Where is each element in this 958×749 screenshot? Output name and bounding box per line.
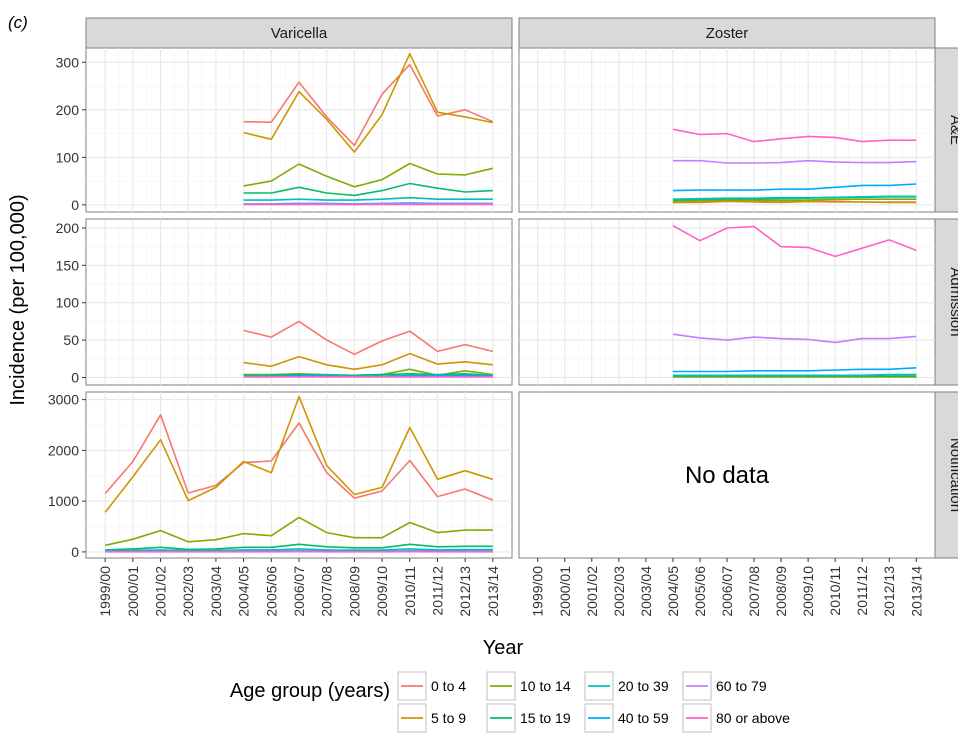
legend-label: 15 to 19 xyxy=(520,710,571,726)
x-tick-label: 2007/08 xyxy=(746,566,762,617)
x-tick-label: 2009/10 xyxy=(800,566,816,617)
x-tick-label: 2010/11 xyxy=(827,566,843,616)
legend-label: 20 to 39 xyxy=(618,678,669,694)
panel-a-e-zoster xyxy=(519,48,935,212)
no-data-label: No data xyxy=(685,462,770,489)
legend-label: 5 to 9 xyxy=(431,710,466,726)
y-tick-label: 300 xyxy=(56,54,80,70)
x-tick-label: 2001/02 xyxy=(153,566,169,617)
legend-label: 0 to 4 xyxy=(431,678,466,694)
legend-title: Age group (years) xyxy=(230,680,390,702)
legend-item-15-to-19: 15 to 19 xyxy=(487,704,571,732)
x-tick-label: 2012/13 xyxy=(881,566,897,617)
x-tick-label: 2011/12 xyxy=(429,566,445,616)
panel-admission-zoster xyxy=(519,219,935,385)
y-tick-label: 0 xyxy=(71,197,79,213)
x-tick-label: 2000/01 xyxy=(557,566,573,617)
x-tick-label: 2006/07 xyxy=(291,566,307,617)
x-tick-label: 2007/08 xyxy=(319,566,335,617)
legend: 0 to 4 5 to 9 10 to 14 15 to 19 20 to 39 40 t… xyxy=(398,672,790,732)
panel-tag: (c) xyxy=(8,13,28,32)
panel-admission-varicella xyxy=(86,219,512,385)
x-tick-label: 2002/03 xyxy=(611,566,627,617)
x-tick-label: 1999/00 xyxy=(97,566,113,617)
x-tick-label: 2013/14 xyxy=(908,566,924,617)
strip-label-admission: Admission xyxy=(947,267,958,336)
column-strips: Varicella Zoster xyxy=(86,18,935,48)
legend-label: 10 to 14 xyxy=(520,678,571,694)
x-tick-label: 2003/04 xyxy=(638,566,654,617)
legend-item-60-to-79: 60 to 79 xyxy=(683,672,767,700)
x-tick-label: 2004/05 xyxy=(665,566,681,617)
y-tick-label: 200 xyxy=(56,102,80,118)
strip-label-zoster: Zoster xyxy=(706,25,749,42)
legend-item-5-to-9: 5 to 9 xyxy=(398,704,466,732)
x-tick-label: 2003/04 xyxy=(208,566,224,617)
x-tick-label: 2008/09 xyxy=(773,566,789,617)
x-tick-label: 2008/09 xyxy=(346,566,362,617)
x-axis-title: Year xyxy=(483,637,524,659)
legend-label: 60 to 79 xyxy=(716,678,767,694)
legend-item-0-to-4: 0 to 4 xyxy=(398,672,466,700)
y-tick-label: 50 xyxy=(63,332,79,348)
strip-label-varicella: Varicella xyxy=(271,25,328,42)
x-tick-label: 2005/06 xyxy=(692,566,708,617)
x-tick-label: 2001/02 xyxy=(584,566,600,617)
x-tick-label: 2004/05 xyxy=(236,566,252,617)
y-axis-title: Incidence (per 100,000) xyxy=(7,194,29,405)
y-tick-label: 0 xyxy=(71,370,79,386)
strip-label-a-e: A&E xyxy=(947,115,958,145)
x-axes: 1999/00 2000/01 2001/02 2002/03 2003/04 2004/… xyxy=(97,558,924,617)
y-tick-label: 100 xyxy=(56,149,80,165)
x-tick-label: 2012/13 xyxy=(457,566,473,617)
y-tick-label: 100 xyxy=(56,295,80,311)
legend-label: 40 to 59 xyxy=(618,710,669,726)
y-tick-label: 0 xyxy=(71,544,79,560)
x-tick-label: 2010/11 xyxy=(402,566,418,616)
panel-a-e-varicella xyxy=(86,48,512,212)
x-tick-label: 2005/06 xyxy=(263,566,279,617)
legend-item-20-to-39: 20 to 39 xyxy=(585,672,669,700)
series-line-20-to-39 xyxy=(673,375,916,376)
panel-notification-varicella xyxy=(86,392,512,558)
legend-label: 80 or above xyxy=(716,710,790,726)
x-tick-label: 2013/14 xyxy=(485,566,501,617)
y-tick-label: 2000 xyxy=(48,442,79,458)
x-tick-label: 2011/12 xyxy=(854,566,870,616)
facet-panels: No data xyxy=(86,48,935,558)
row-strips: A&E Admission Notification xyxy=(935,48,958,558)
y-tick-label: 150 xyxy=(56,257,80,273)
legend-item-10-to-14: 10 to 14 xyxy=(487,672,571,700)
panel-notification-zoster: No data xyxy=(519,392,935,558)
x-tick-label: 2006/07 xyxy=(719,566,735,617)
x-tick-label: 1999/00 xyxy=(530,566,546,617)
legend-item-40-to-59: 40 to 59 xyxy=(585,704,669,732)
x-tick-label: 2002/03 xyxy=(180,566,196,617)
y-tick-label: 1000 xyxy=(48,493,79,509)
x-tick-label: 2009/10 xyxy=(374,566,390,617)
strip-label-notification: Notification xyxy=(947,438,958,512)
x-tick-label: 2000/01 xyxy=(125,566,141,617)
y-tick-label: 3000 xyxy=(48,392,79,408)
legend-item-80-or-above: 80 or above xyxy=(683,704,790,732)
y-tick-label: 200 xyxy=(56,220,80,236)
